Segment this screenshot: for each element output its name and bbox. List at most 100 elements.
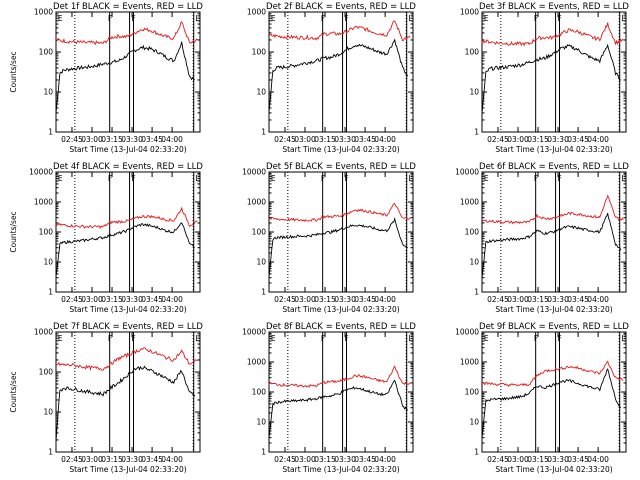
x-tick-label: 03:45 [354,135,376,144]
x-tick-label: 02:45 [274,135,296,144]
series-line-black [481,368,622,439]
x-tick-label: 04:00 [161,455,183,464]
interval-marker-F: F [108,334,112,343]
y-tick-label: 1000 [34,328,53,337]
series-line-red [55,21,198,46]
series-line-black [268,217,408,277]
x-tick-label: 03:15 [101,135,123,144]
x-tick-label: 02:45 [61,295,83,304]
y-tick-label: 1 [48,288,53,297]
x-tick-label: 03:45 [141,295,163,304]
x-tick-label: 03:30 [547,295,569,304]
x-tick-label: 03:30 [547,455,569,464]
x-axis-label: Start Time (13-Jul-04 02:33:20) [282,465,399,474]
chart-title: Det 1f BLACK = Events, RED = LLD [53,2,203,12]
chart-title: Det 5f BLACK = Events, RED = LLD [266,162,416,172]
y-tick-label: 10 [43,408,53,417]
y-tick-label: 1 [261,448,266,457]
y-tick-label: 100 [252,388,267,397]
x-tick-label: 03:45 [567,455,589,464]
x-axis-label: Start Time (13-Jul-04 02:33:20) [495,465,612,474]
y-tick-label: 1000 [34,8,53,17]
chart-svg-5f: Det 5f BLACK = Events, RED = LLD 1 10 100 10… [242,162,416,314]
x-tick-label: 04:00 [587,135,609,144]
x-tick-label: 03:15 [314,295,336,304]
series-line-red [268,365,411,388]
plot-frame [268,11,414,133]
interval-marker-F: F [321,14,325,23]
interval-marker-F: F [131,14,135,23]
x-tick-label: 02:45 [487,295,509,304]
detector-panel-9f: Det 9f BLACK = Events, RED = LLD 1 10 100 10… [426,320,639,480]
y-tick-label: 1 [48,448,53,457]
x-tick-label: 03:30 [547,135,569,144]
x-tick-label: 03:15 [527,295,549,304]
interval-marker-E: E [271,174,276,183]
y-tick-label: 100 [252,228,267,237]
chart-svg-3f: Det 3f BLACK = Events, RED = LLD 1 10 100 10… [460,2,630,154]
x-tick-label: 02:45 [487,135,509,144]
plot-frame [481,11,627,133]
chart-svg-9f: Det 9f BLACK = Events, RED = LLD 1 10 100 10… [455,322,629,474]
detector-panel-2f: Det 2f BLACK = Events, RED = LLD 1 10 100 10… [213,0,426,160]
y-tick-label: 10 [469,258,479,267]
chart-title: Det 9f BLACK = Events, RED = LLD [479,322,629,332]
interval-marker-L: L [621,174,626,183]
detector-panel-1f: Det 1f BLACK = Events, RED = LLD 1 10 100 10… [0,0,213,160]
chart-title: Det 6f BLACK = Events, RED = LLD [479,162,629,172]
x-tick-label: 03:45 [141,455,163,464]
x-tick-label: 02:45 [487,455,509,464]
x-tick-label: 03:15 [101,455,123,464]
y-tick-label: 100 [465,228,480,237]
interval-marker-L: L [408,174,413,183]
y-tick-label: 10000 [242,328,266,337]
chart-svg-6f: Det 6f BLACK = Events, RED = LLD 1 10 100 10… [455,162,629,314]
x-tick-label: 02:45 [61,135,83,144]
series-line-black [268,38,409,113]
y-tick-label: 10 [469,418,479,427]
y-tick-label: 1000 [460,198,479,207]
y-tick-label: 1000 [460,8,479,17]
y-axis-label: Counts/sec [9,371,18,412]
interval-marker-F: F [108,174,112,183]
chart-title: Det 2f BLACK = Events, RED = LLD [266,2,416,12]
interval-marker-F: F [557,174,561,183]
x-tick-label: 04:00 [374,295,396,304]
x-tick-label: 04:00 [161,295,183,304]
x-tick-label: 04:00 [161,135,183,144]
x-tick-label: 03:30 [121,295,143,304]
y-tick-label: 100 [465,388,480,397]
series-line-black [481,213,622,279]
y-tick-label: 10 [43,258,53,267]
series-line-black [55,222,195,277]
y-tick-label: 10 [469,88,479,97]
x-axis-label: Start Time (13-Jul-04 02:33:20) [69,305,186,314]
chart-svg-1f: Det 1f BLACK = Events, RED = LLD 1 10 100 10… [9,2,203,154]
interval-marker-F: F [534,14,538,23]
chart-title: Det 4f BLACK = Events, RED = LLD [53,162,203,172]
y-tick-label: 1000 [34,198,53,207]
x-tick-label: 04:00 [374,455,396,464]
interval-marker-F: F [557,14,561,23]
x-tick-label: 04:00 [587,295,609,304]
x-axis-label: Start Time (13-Jul-04 02:33:20) [69,465,186,474]
x-tick-label: 03:15 [101,295,123,304]
interval-marker-F: F [344,334,348,343]
x-tick-label: 02:45 [274,295,296,304]
y-tick-label: 100 [39,48,54,57]
x-tick-label: 03:00 [81,135,103,144]
x-tick-label: 03:45 [354,295,376,304]
x-axis-label: Start Time (13-Jul-04 02:33:20) [495,145,612,154]
plot-frame [268,171,414,293]
y-tick-label: 100 [465,48,480,57]
interval-marker-E: E [58,14,63,23]
x-tick-label: 03:45 [567,295,589,304]
x-tick-label: 03:00 [81,295,103,304]
x-tick-label: 03:30 [121,455,143,464]
x-tick-label: 04:00 [587,455,609,464]
interval-marker-F: F [321,174,325,183]
x-tick-label: 02:45 [61,455,83,464]
chart-title: Det 8f BLACK = Events, RED = LLD [266,322,416,332]
plot-frame [55,171,201,293]
